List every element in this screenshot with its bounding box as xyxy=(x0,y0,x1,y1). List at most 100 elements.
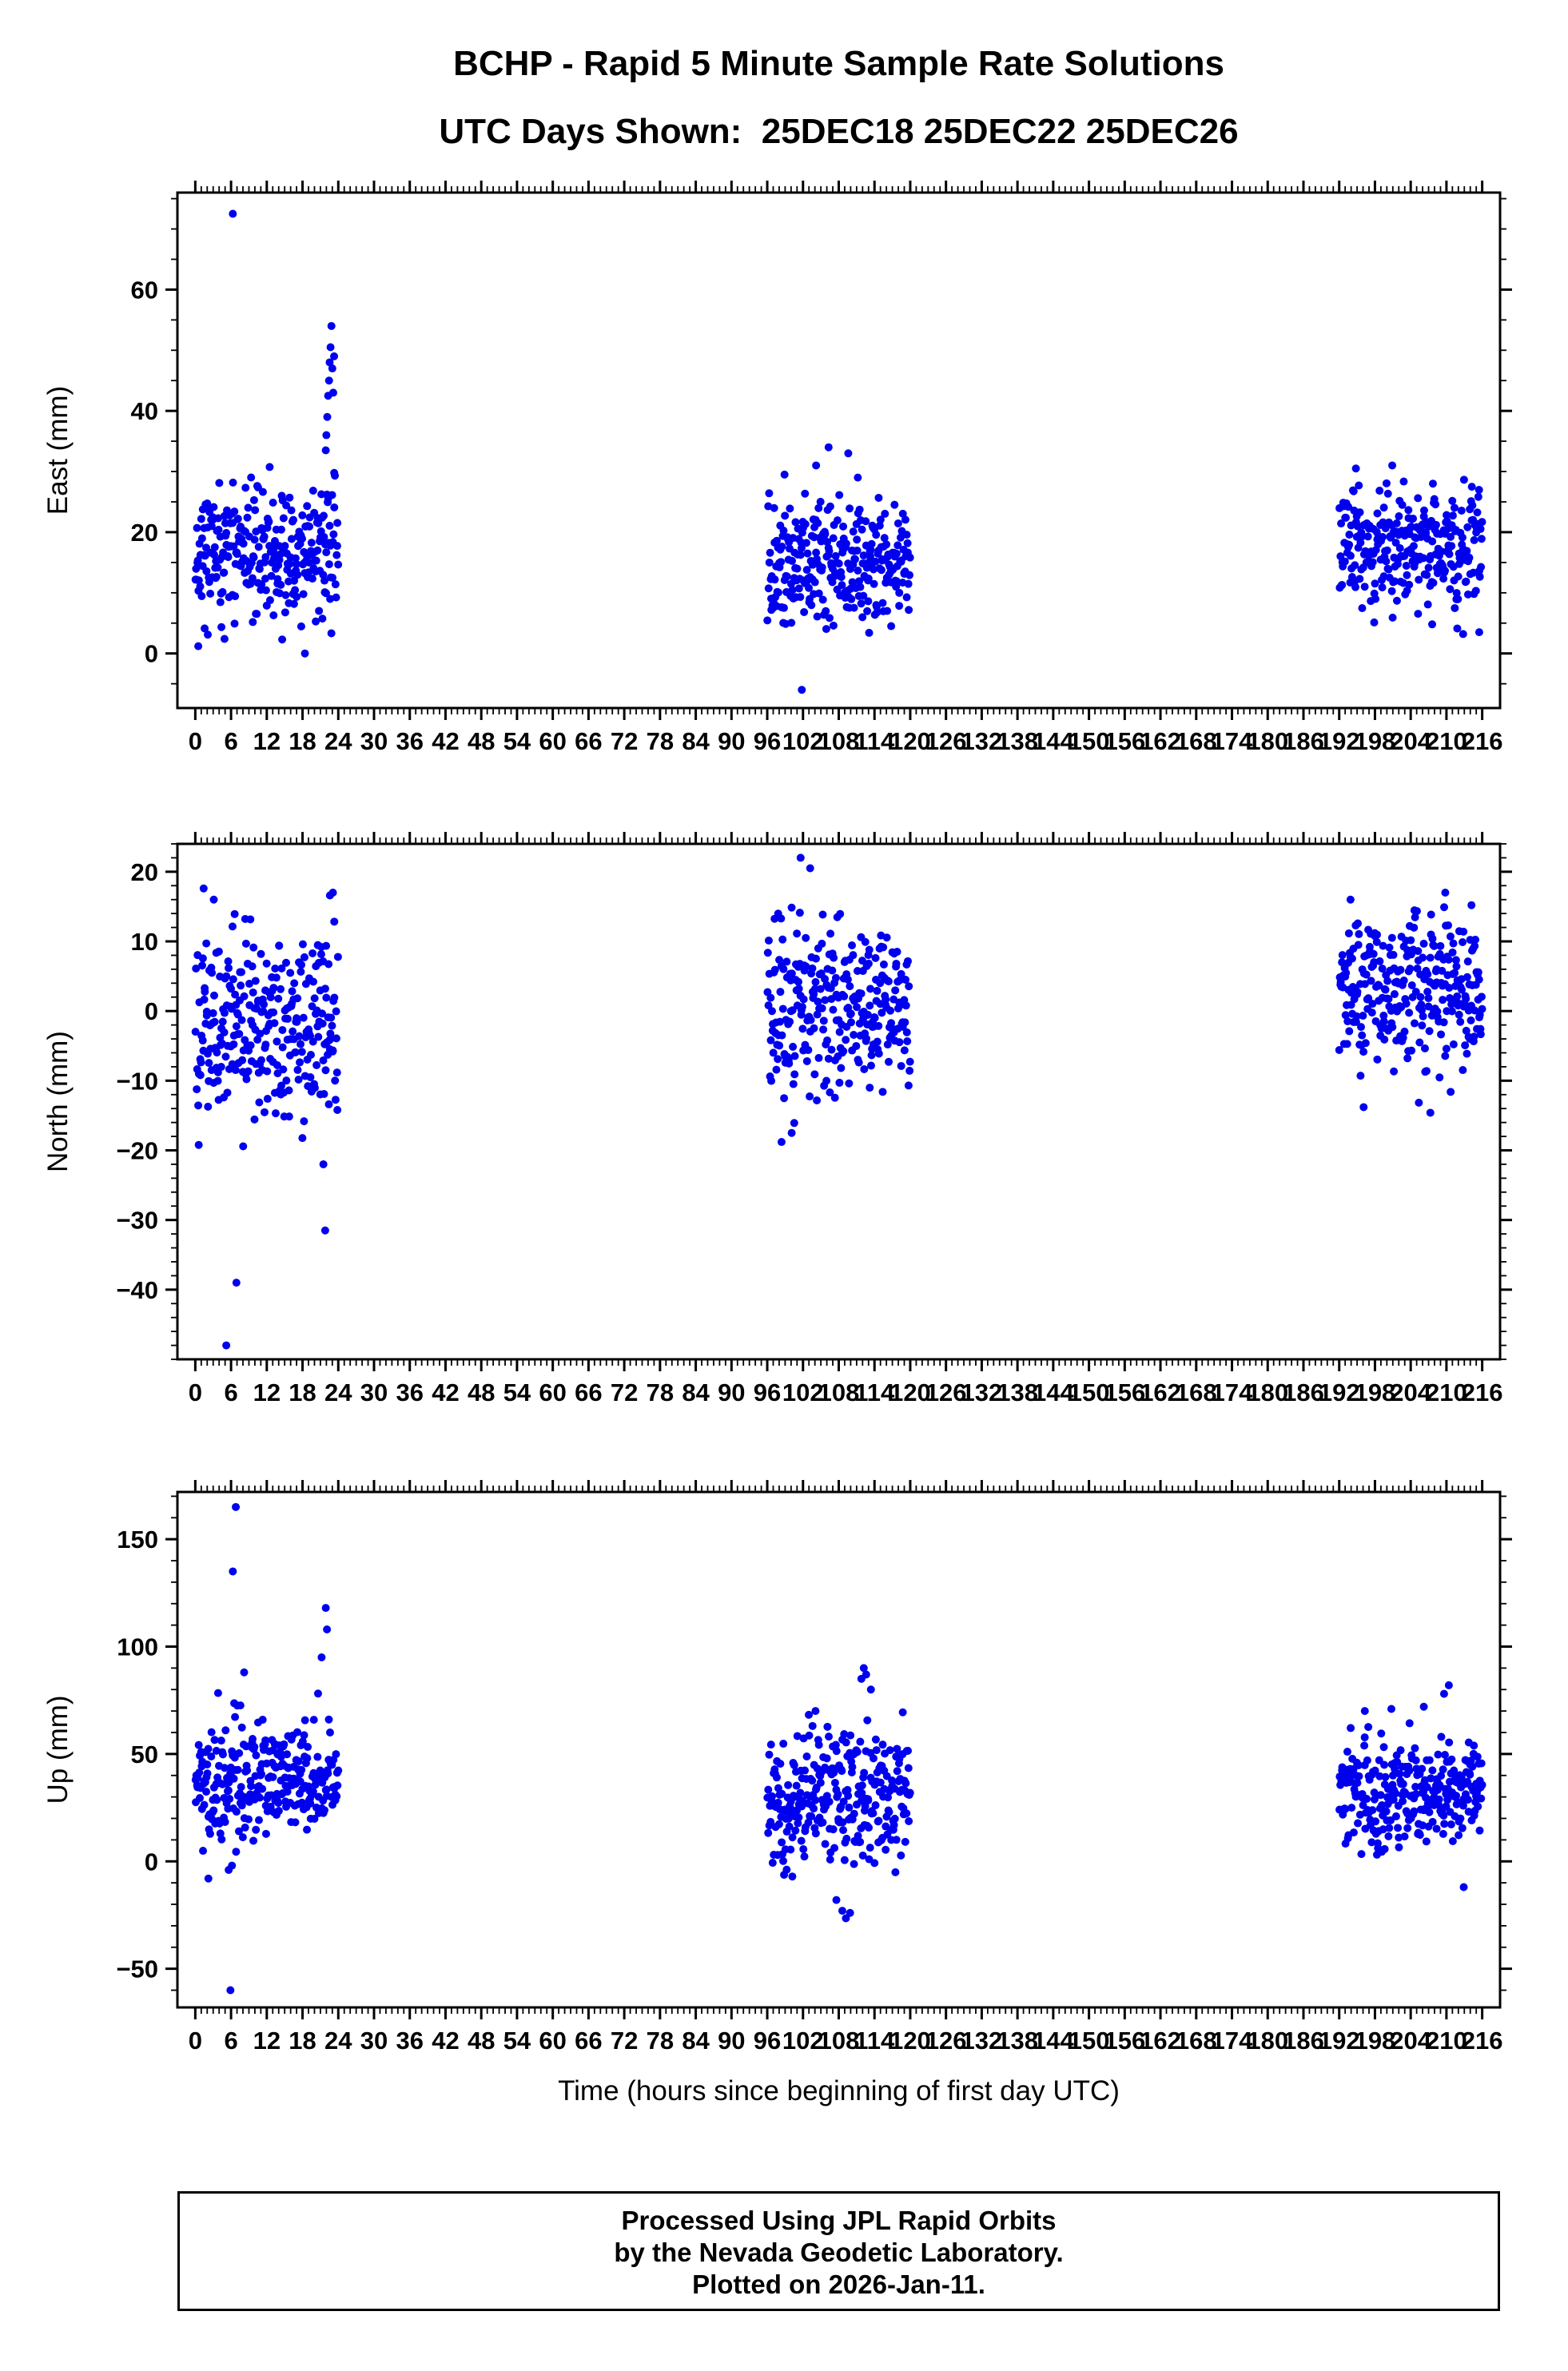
svg-text:0: 0 xyxy=(189,1378,202,1406)
svg-text:30: 30 xyxy=(360,727,388,755)
svg-text:12: 12 xyxy=(253,727,281,755)
up-panel-plot: 0 6 12 18 24 30 36 42 48 54 60 66 72 78 84 90 96 10210811… xyxy=(42,1480,1512,2055)
svg-text:120: 120 xyxy=(889,727,931,755)
svg-text:150: 150 xyxy=(1069,1378,1110,1406)
svg-text:72: 72 xyxy=(611,727,638,755)
svg-text:120: 120 xyxy=(889,2027,931,2055)
svg-text:72: 72 xyxy=(611,2027,638,2055)
svg-text:18: 18 xyxy=(289,727,316,755)
svg-text:48: 48 xyxy=(468,1378,495,1406)
footer-line-lab: by the Nevada Geodetic Laboratory. xyxy=(614,2238,1064,2267)
footer-box: Processed Using JPL Rapid Orbits by the … xyxy=(177,2191,1500,2311)
svg-text:138: 138 xyxy=(997,2027,1038,2055)
svg-text:48: 48 xyxy=(468,2027,495,2055)
svg-text:204: 204 xyxy=(1390,2027,1431,2055)
svg-text:96: 96 xyxy=(754,2027,781,2055)
svg-text:108: 108 xyxy=(818,1378,860,1406)
svg-text:102: 102 xyxy=(782,727,824,755)
svg-text:138: 138 xyxy=(997,1378,1038,1406)
svg-text:120: 120 xyxy=(889,1378,931,1406)
svg-text:84: 84 xyxy=(682,727,710,755)
svg-text:54: 54 xyxy=(503,2027,531,2055)
east-panel-plot: 0 6 12 18 24 30 36 42 48 54 60 66 72 78 84 90 96 10210811… xyxy=(42,181,1512,755)
svg-text:0: 0 xyxy=(145,640,158,668)
svg-text:210: 210 xyxy=(1426,727,1467,755)
svg-text:198: 198 xyxy=(1355,727,1396,755)
svg-text:66: 66 xyxy=(575,1378,602,1406)
svg-text:180: 180 xyxy=(1247,2027,1288,2055)
svg-text:162: 162 xyxy=(1140,1378,1181,1406)
svg-text:216: 216 xyxy=(1462,727,1503,755)
svg-text:78: 78 xyxy=(647,727,674,755)
svg-text:186: 186 xyxy=(1283,1378,1324,1406)
chart-title: BCHP - Rapid 5 Minute Sample Rate Soluti… xyxy=(453,44,1224,83)
svg-text:126: 126 xyxy=(925,727,967,755)
svg-text:12: 12 xyxy=(253,2027,281,2055)
svg-text:−50: −50 xyxy=(116,1955,158,1983)
svg-text:East (mm): East (mm) xyxy=(42,386,74,515)
svg-text:126: 126 xyxy=(925,1378,967,1406)
svg-text:24: 24 xyxy=(324,1378,352,1406)
svg-text:42: 42 xyxy=(432,2027,459,2055)
svg-text:48: 48 xyxy=(468,727,495,755)
svg-text:50: 50 xyxy=(131,1740,158,1768)
svg-text:114: 114 xyxy=(854,2027,895,2055)
svg-text:192: 192 xyxy=(1319,1378,1360,1406)
svg-text:84: 84 xyxy=(682,1378,710,1406)
svg-text:54: 54 xyxy=(503,1378,531,1406)
svg-text:60: 60 xyxy=(539,727,566,755)
svg-text:150: 150 xyxy=(117,1526,158,1553)
svg-text:42: 42 xyxy=(432,1378,459,1406)
svg-text:90: 90 xyxy=(718,727,745,755)
svg-text:162: 162 xyxy=(1140,727,1181,755)
svg-text:84: 84 xyxy=(682,2027,710,2055)
svg-text:186: 186 xyxy=(1283,727,1324,755)
svg-text:150: 150 xyxy=(1069,2027,1110,2055)
svg-text:100: 100 xyxy=(117,1633,158,1661)
footer-line-processing: Processed Using JPL Rapid Orbits xyxy=(621,2206,1057,2235)
svg-text:6: 6 xyxy=(224,727,237,755)
svg-text:42: 42 xyxy=(432,727,459,755)
svg-text:0: 0 xyxy=(145,1848,158,1876)
svg-text:162: 162 xyxy=(1140,2027,1181,2055)
svg-text:144: 144 xyxy=(1033,1378,1074,1406)
svg-text:180: 180 xyxy=(1247,727,1288,755)
svg-text:138: 138 xyxy=(997,727,1038,755)
svg-text:78: 78 xyxy=(647,1378,674,1406)
svg-text:132: 132 xyxy=(961,2027,1003,2055)
svg-text:156: 156 xyxy=(1104,2027,1145,2055)
svg-text:186: 186 xyxy=(1283,2027,1324,2055)
svg-text:210: 210 xyxy=(1426,1378,1467,1406)
svg-text:36: 36 xyxy=(396,727,424,755)
svg-text:20: 20 xyxy=(131,519,158,547)
svg-text:126: 126 xyxy=(925,2027,967,2055)
svg-text:144: 144 xyxy=(1033,727,1074,755)
svg-text:North (mm): North (mm) xyxy=(42,1031,74,1172)
svg-text:156: 156 xyxy=(1104,727,1145,755)
svg-text:54: 54 xyxy=(503,727,531,755)
svg-text:18: 18 xyxy=(289,2027,316,2055)
svg-text:192: 192 xyxy=(1319,2027,1360,2055)
svg-text:Up (mm): Up (mm) xyxy=(42,1695,74,1804)
svg-text:6: 6 xyxy=(224,1378,237,1406)
svg-text:60: 60 xyxy=(131,276,158,304)
svg-text:0: 0 xyxy=(145,997,158,1025)
svg-text:168: 168 xyxy=(1176,1378,1217,1406)
svg-text:0: 0 xyxy=(189,727,202,755)
svg-text:60: 60 xyxy=(539,1378,566,1406)
svg-text:18: 18 xyxy=(289,1378,316,1406)
svg-text:132: 132 xyxy=(961,727,1003,755)
svg-text:0: 0 xyxy=(189,2027,202,2055)
svg-text:144: 144 xyxy=(1033,2027,1074,2055)
svg-text:24: 24 xyxy=(324,727,352,755)
svg-text:174: 174 xyxy=(1212,1378,1253,1406)
svg-text:30: 30 xyxy=(360,1378,388,1406)
svg-text:96: 96 xyxy=(754,727,781,755)
chart-subtitle: UTC Days Shown: 25DEC18 25DEC22 25DEC26 xyxy=(439,112,1239,151)
svg-text:72: 72 xyxy=(611,1378,638,1406)
svg-text:60: 60 xyxy=(539,2027,566,2055)
svg-text:20: 20 xyxy=(131,858,158,886)
svg-text:114: 114 xyxy=(854,727,895,755)
svg-text:30: 30 xyxy=(360,2027,388,2055)
